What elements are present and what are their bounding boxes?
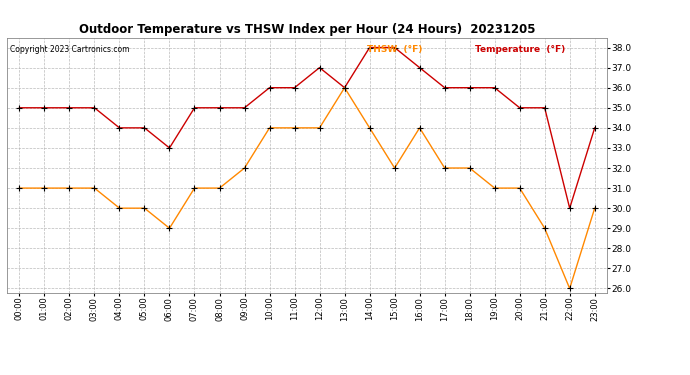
Text: THSW  (°F): THSW (°F) — [367, 45, 422, 54]
Text: Temperature  (°F): Temperature (°F) — [475, 45, 565, 54]
Title: Outdoor Temperature vs THSW Index per Hour (24 Hours)  20231205: Outdoor Temperature vs THSW Index per Ho… — [79, 23, 535, 36]
Text: Copyright 2023 Cartronics.com: Copyright 2023 Cartronics.com — [10, 45, 130, 54]
